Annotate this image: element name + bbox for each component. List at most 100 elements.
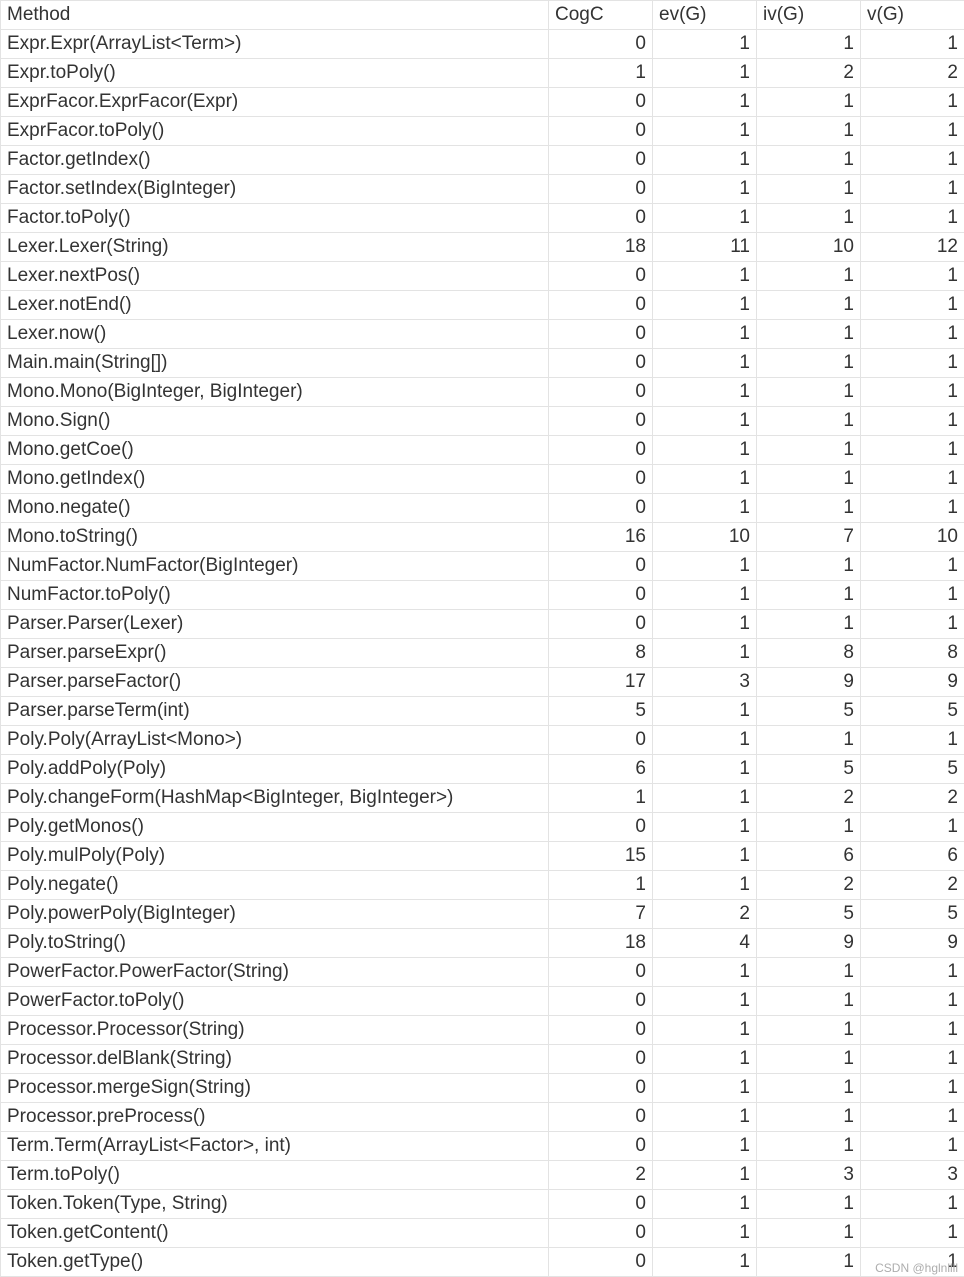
col-method[interactable]: Method (1, 1, 549, 30)
cell-metric: 1 (861, 1103, 964, 1132)
cell-method: Mono.negate() (1, 494, 549, 523)
table-row[interactable]: Processor.mergeSign(String)0111 (1, 1074, 964, 1103)
table-row[interactable]: Factor.getIndex()0111 (1, 146, 964, 175)
table-row[interactable]: Poly.Poly(ArrayList<Mono>)0111 (1, 726, 964, 755)
table-row[interactable]: Poly.negate()1122 (1, 871, 964, 900)
table-row[interactable]: Poly.getMonos()0111 (1, 813, 964, 842)
col-evg[interactable]: ev(G) (653, 1, 757, 30)
cell-metric: 1 (757, 958, 861, 987)
cell-method: Factor.setIndex(BigInteger) (1, 175, 549, 204)
table-row[interactable]: Parser.parseTerm(int)5155 (1, 697, 964, 726)
table-row[interactable]: Poly.addPoly(Poly)6155 (1, 755, 964, 784)
table-row[interactable]: Mono.Mono(BigInteger, BigInteger)0111 (1, 378, 964, 407)
cell-method: Lexer.now() (1, 320, 549, 349)
cell-metric: 9 (861, 668, 964, 697)
cell-metric: 1 (653, 378, 757, 407)
cell-metric: 1 (757, 349, 861, 378)
cell-metric: 1 (653, 117, 757, 146)
table-row[interactable]: Poly.powerPoly(BigInteger)7255 (1, 900, 964, 929)
cell-metric: 1 (757, 30, 861, 59)
table-row[interactable]: Poly.changeForm(HashMap<BigInteger, BigI… (1, 784, 964, 813)
table-row[interactable]: Mono.toString()1610710 (1, 523, 964, 552)
table-row[interactable]: ExprFacor.ExprFacor(Expr)0111 (1, 88, 964, 117)
cell-metric: 0 (549, 378, 653, 407)
cell-metric: 2 (757, 784, 861, 813)
table-row[interactable]: NumFactor.toPoly()0111 (1, 581, 964, 610)
table-row[interactable]: Term.Term(ArrayList<Factor>, int)0111 (1, 1132, 964, 1161)
table-row[interactable]: Processor.preProcess()0111 (1, 1103, 964, 1132)
cell-metric: 0 (549, 494, 653, 523)
table-row[interactable]: PowerFactor.toPoly()0111 (1, 987, 964, 1016)
cell-metric: 1 (861, 204, 964, 233)
table-row[interactable]: ExprFacor.toPoly()0111 (1, 117, 964, 146)
cell-method: Processor.preProcess() (1, 1103, 549, 1132)
table-row[interactable]: Poly.toString()18499 (1, 929, 964, 958)
table-row[interactable]: Mono.getCoe()0111 (1, 436, 964, 465)
table-row[interactable]: Processor.delBlank(String)0111 (1, 1045, 964, 1074)
cell-metric: 2 (549, 1161, 653, 1190)
table-row[interactable]: Expr.Expr(ArrayList<Term>)0111 (1, 30, 964, 59)
cell-metric: 1 (861, 813, 964, 842)
cell-metric: 1 (653, 726, 757, 755)
cell-metric: 18 (549, 233, 653, 262)
cell-metric: 9 (757, 668, 861, 697)
table-row[interactable]: Mono.Sign()0111 (1, 407, 964, 436)
table-row[interactable]: Main.main(String[])0111 (1, 349, 964, 378)
cell-method: Mono.getIndex() (1, 465, 549, 494)
col-ivg[interactable]: iv(G) (757, 1, 861, 30)
cell-method: PowerFactor.toPoly() (1, 987, 549, 1016)
table-row[interactable]: PowerFactor.PowerFactor(String)0111 (1, 958, 964, 987)
cell-metric: 10 (757, 233, 861, 262)
table-row[interactable]: Factor.toPoly()0111 (1, 204, 964, 233)
cell-metric: 1 (757, 581, 861, 610)
cell-metric: 0 (549, 610, 653, 639)
table-row[interactable]: Lexer.now()0111 (1, 320, 964, 349)
cell-metric: 1 (861, 291, 964, 320)
cell-method: ExprFacor.toPoly() (1, 117, 549, 146)
cell-metric: 1 (653, 639, 757, 668)
table-row[interactable]: Term.toPoly()2133 (1, 1161, 964, 1190)
cell-metric: 1 (861, 552, 964, 581)
cell-metric: 1 (653, 871, 757, 900)
cell-metric: 8 (549, 639, 653, 668)
table-row[interactable]: Mono.getIndex()0111 (1, 465, 964, 494)
cell-metric: 11 (653, 233, 757, 262)
table-row[interactable]: Parser.Parser(Lexer)0111 (1, 610, 964, 639)
cell-metric: 2 (757, 871, 861, 900)
col-vg[interactable]: v(G) (861, 1, 964, 30)
cell-method: Poly.addPoly(Poly) (1, 755, 549, 784)
cell-method: Term.toPoly() (1, 1161, 549, 1190)
table-row[interactable]: Processor.Processor(String)0111 (1, 1016, 964, 1045)
col-cogc[interactable]: CogC (549, 1, 653, 30)
cell-metric: 2 (861, 59, 964, 88)
cell-metric: 16 (549, 523, 653, 552)
cell-method: Poly.getMonos() (1, 813, 549, 842)
cell-metric: 5 (549, 697, 653, 726)
cell-metric: 6 (757, 842, 861, 871)
table-row[interactable]: Token.Token(Type, String)0111 (1, 1190, 964, 1219)
cell-metric: 12 (861, 233, 964, 262)
cell-metric: 1 (653, 146, 757, 175)
cell-metric: 4 (653, 929, 757, 958)
cell-method: Token.Token(Type, String) (1, 1190, 549, 1219)
table-row[interactable]: Poly.mulPoly(Poly)15166 (1, 842, 964, 871)
table-row[interactable]: Mono.negate()0111 (1, 494, 964, 523)
table-row[interactable]: Lexer.Lexer(String)18111012 (1, 233, 964, 262)
table-row[interactable]: NumFactor.NumFactor(BigInteger)0111 (1, 552, 964, 581)
table-row[interactable]: Factor.setIndex(BigInteger)0111 (1, 175, 964, 204)
cell-metric: 1 (653, 59, 757, 88)
table-row[interactable]: Lexer.notEnd()0111 (1, 291, 964, 320)
cell-metric: 0 (549, 1190, 653, 1219)
table-row[interactable]: Parser.parseFactor()17399 (1, 668, 964, 697)
cell-metric: 0 (549, 262, 653, 291)
cell-metric: 1 (757, 494, 861, 523)
table-row[interactable]: Expr.toPoly()1122 (1, 59, 964, 88)
table-row[interactable]: Parser.parseExpr()8188 (1, 639, 964, 668)
table-row[interactable]: Lexer.nextPos()0111 (1, 262, 964, 291)
cell-method: Token.getType() (1, 1248, 549, 1277)
table-row[interactable]: Token.getType()0111 (1, 1248, 964, 1277)
cell-metric: 1 (653, 610, 757, 639)
table-row[interactable]: Token.getContent()0111 (1, 1219, 964, 1248)
cell-metric: 7 (757, 523, 861, 552)
cell-metric: 0 (549, 436, 653, 465)
